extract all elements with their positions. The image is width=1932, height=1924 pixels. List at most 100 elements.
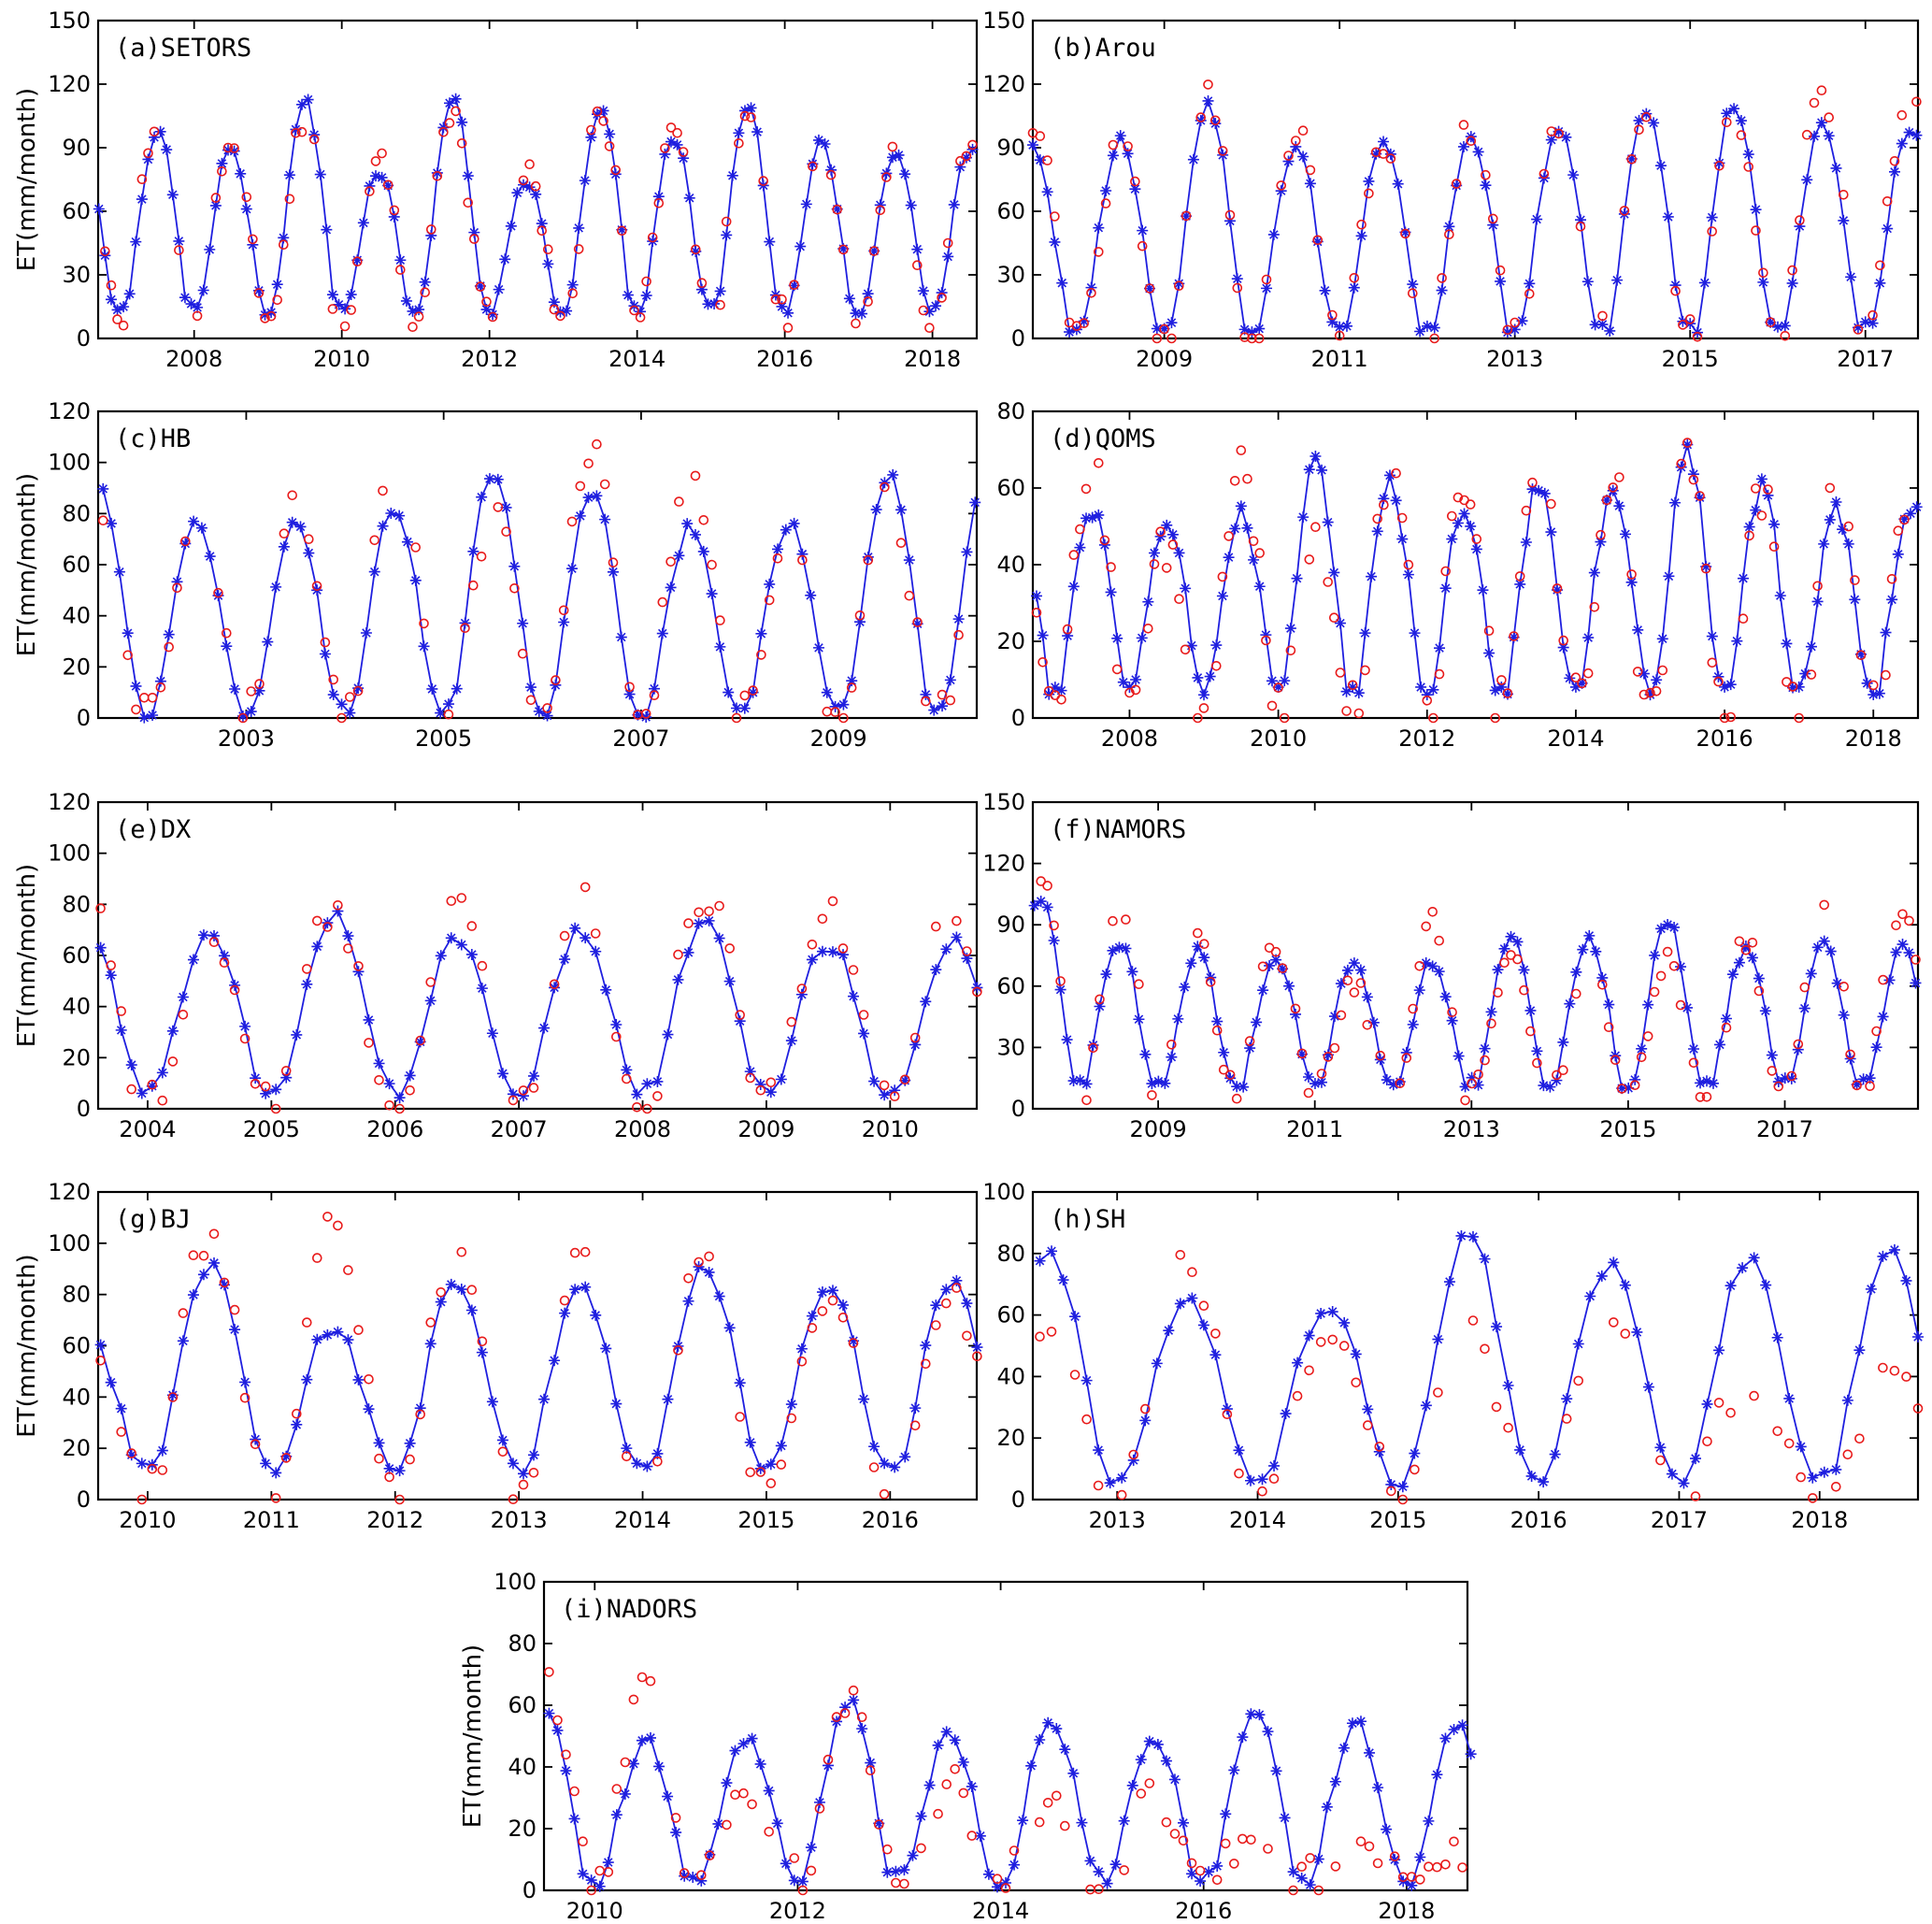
simulated-point [1750,204,1762,216]
x-tick-label: 2013 [1089,1507,1146,1533]
simulated-point [1216,590,1228,602]
observed-point [776,1459,787,1470]
observed-point [921,696,931,707]
observed-point [1356,219,1367,230]
simulated-point [1126,1779,1138,1791]
y-tick-label: 30 [996,262,1025,288]
observed-point [755,1084,766,1096]
simulated-point [239,1376,251,1388]
observed-point [1222,1409,1233,1419]
simulated-point [1809,130,1821,142]
observed-point [1174,594,1184,605]
simulated-point [179,292,191,304]
simulated-point [283,169,295,181]
observed-point [1868,680,1879,691]
simulated-point [1086,511,1098,524]
simulated-point [1304,178,1316,190]
simulated-point [219,1279,231,1291]
observed-point [370,156,381,166]
observed-point [694,907,704,918]
observed-point [320,637,331,648]
simulated-point [425,229,437,241]
observed-point [1891,920,1901,931]
observed-point [237,712,249,724]
observed-point [284,194,295,205]
observed-point [1305,165,1316,176]
observed-point [1473,1070,1483,1080]
observed-point [1878,1362,1888,1373]
observed-point [1695,491,1705,501]
simulated-point [508,560,521,572]
observed-point [147,692,158,703]
simulated-point [745,102,757,114]
simulated-point [568,1813,580,1825]
simulated-point [1279,1812,1291,1824]
observed-point [1845,1049,1855,1060]
simulated-point [385,508,397,520]
simulated-point [651,1447,664,1459]
simulated-point [1472,1079,1484,1091]
panel-title: (f)NAMORS [1050,815,1186,844]
simulated-point [1238,323,1251,336]
simulated-point [197,284,209,296]
observed-point [374,1075,384,1085]
simulated-point [604,128,616,140]
simulated-point [1472,146,1484,158]
observed-point [962,946,972,956]
simulated-point [1158,323,1170,335]
observed-point [573,244,584,254]
simulated-point [322,1328,334,1341]
simulated-point [352,966,365,978]
observed-point [1610,1055,1621,1065]
simulated-point [1877,1250,1889,1262]
simulated-point [602,1857,614,1869]
simulated-point [599,513,611,525]
simulated-point [961,546,973,558]
observed-point [1688,474,1699,485]
simulated-point [1256,1473,1268,1486]
observed-point [992,1874,1003,1884]
simulated-point [1135,1754,1147,1766]
observed-point [586,124,596,136]
simulated-point [1516,315,1528,327]
observed-point [270,1493,281,1503]
observed-point [1205,977,1216,987]
observed-point [952,915,962,926]
simulated-point [1151,323,1163,335]
simulated-point [188,515,200,527]
simulated-point [702,298,714,310]
simulated-point [560,1765,572,1777]
observed-point [1428,712,1438,724]
observed-point [1095,994,1105,1005]
simulated-point [221,640,233,653]
simulated-point [1589,319,1601,331]
simulated-point [961,1298,973,1310]
simulated-point [1701,1075,1713,1087]
simulated-point [1654,1442,1667,1454]
simulated-point [1743,521,1755,533]
simulated-point [936,287,948,299]
simulated-point [1807,1472,1819,1484]
simulated-point [1505,930,1517,942]
simulated-point [1195,1875,1207,1888]
simulated-point [831,203,843,215]
simulated-point [1663,570,1675,582]
simulated-point [493,283,505,295]
observed-point [1636,1052,1647,1063]
simulated-point [1501,688,1513,700]
observed-point [891,1877,901,1888]
observed-point [1415,1874,1425,1885]
simulated-point [813,641,825,653]
observed-point [518,1085,529,1096]
simulated-point [1596,319,1609,331]
x-tick-label: 2010 [313,346,370,372]
simulated-point [370,170,382,182]
observed-point [766,1478,777,1488]
simulated-point [105,1376,117,1388]
observed-point [848,965,859,975]
observed-point [825,169,837,180]
observed-point [1351,1377,1361,1388]
simulated-point [166,1025,179,1037]
observed-point [1144,1778,1155,1788]
